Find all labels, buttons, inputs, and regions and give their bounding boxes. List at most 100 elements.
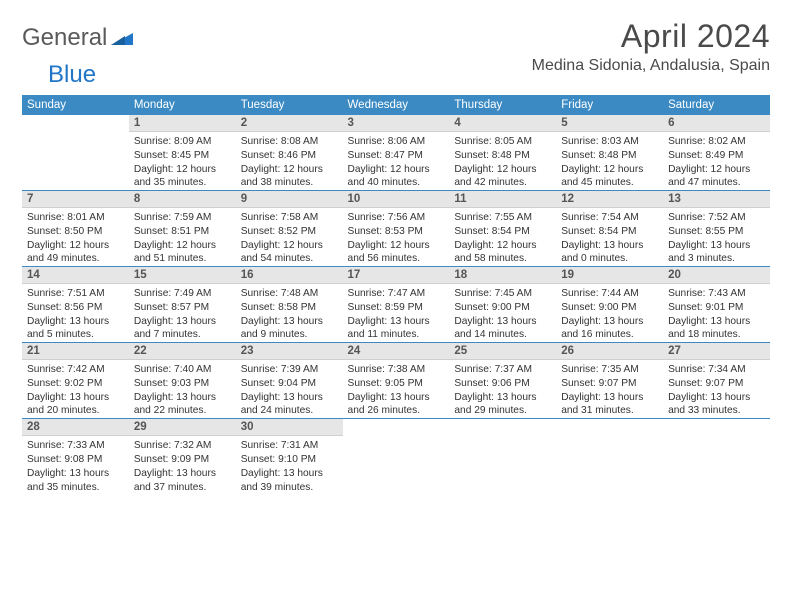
calendar-cell: 21Sunrise: 7:42 AMSunset: 9:02 PMDayligh… [22, 343, 129, 419]
day-info: Sunrise: 7:58 AMSunset: 8:52 PMDaylight:… [236, 208, 343, 266]
calendar-cell: 27Sunrise: 7:34 AMSunset: 9:07 PMDayligh… [663, 343, 770, 419]
calendar-cell: 4Sunrise: 8:05 AMSunset: 8:48 PMDaylight… [449, 115, 556, 191]
day-info: Sunrise: 8:09 AMSunset: 8:45 PMDaylight:… [129, 132, 236, 190]
calendar-cell [343, 419, 450, 495]
calendar-cell: 19Sunrise: 7:44 AMSunset: 9:00 PMDayligh… [556, 267, 663, 343]
calendar-cell: 22Sunrise: 7:40 AMSunset: 9:03 PMDayligh… [129, 343, 236, 419]
calendar-week-row: 1Sunrise: 8:09 AMSunset: 8:45 PMDaylight… [22, 115, 770, 191]
day-info: Sunrise: 7:32 AMSunset: 9:09 PMDaylight:… [129, 436, 236, 494]
day-number: 17 [343, 267, 450, 284]
day-number: 3 [343, 115, 450, 132]
day-number: 14 [22, 267, 129, 284]
day-number: 27 [663, 343, 770, 360]
calendar-cell: 20Sunrise: 7:43 AMSunset: 9:01 PMDayligh… [663, 267, 770, 343]
calendar-week-row: 7Sunrise: 8:01 AMSunset: 8:50 PMDaylight… [22, 191, 770, 267]
day-number: 7 [22, 191, 129, 208]
day-number: 19 [556, 267, 663, 284]
day-number: 30 [236, 419, 343, 436]
day-number: 4 [449, 115, 556, 132]
day-header: Sunday [22, 95, 129, 115]
day-info: Sunrise: 7:51 AMSunset: 8:56 PMDaylight:… [22, 284, 129, 342]
day-info: Sunrise: 7:42 AMSunset: 9:02 PMDaylight:… [22, 360, 129, 418]
day-number: 24 [343, 343, 450, 360]
day-info: Sunrise: 7:35 AMSunset: 9:07 PMDaylight:… [556, 360, 663, 418]
calendar-cell: 29Sunrise: 7:32 AMSunset: 9:09 PMDayligh… [129, 419, 236, 495]
day-number: 22 [129, 343, 236, 360]
day-info: Sunrise: 8:03 AMSunset: 8:48 PMDaylight:… [556, 132, 663, 190]
day-number: 12 [556, 191, 663, 208]
day-header-row: Sunday Monday Tuesday Wednesday Thursday… [22, 95, 770, 115]
day-info: Sunrise: 8:02 AMSunset: 8:49 PMDaylight:… [663, 132, 770, 190]
day-number: 13 [663, 191, 770, 208]
day-info: Sunrise: 7:48 AMSunset: 8:58 PMDaylight:… [236, 284, 343, 342]
calendar-cell: 24Sunrise: 7:38 AMSunset: 9:05 PMDayligh… [343, 343, 450, 419]
day-number: 18 [449, 267, 556, 284]
day-number: 2 [236, 115, 343, 132]
calendar-cell: 13Sunrise: 7:52 AMSunset: 8:55 PMDayligh… [663, 191, 770, 267]
calendar-cell: 10Sunrise: 7:56 AMSunset: 8:53 PMDayligh… [343, 191, 450, 267]
calendar-cell [449, 419, 556, 495]
logo-first: General [22, 24, 107, 52]
day-number: 23 [236, 343, 343, 360]
day-number: 8 [129, 191, 236, 208]
day-info: Sunrise: 7:44 AMSunset: 9:00 PMDaylight:… [556, 284, 663, 342]
day-info: Sunrise: 7:55 AMSunset: 8:54 PMDaylight:… [449, 208, 556, 266]
day-info: Sunrise: 7:49 AMSunset: 8:57 PMDaylight:… [129, 284, 236, 342]
calendar-cell: 6Sunrise: 8:02 AMSunset: 8:49 PMDaylight… [663, 115, 770, 191]
day-number: 5 [556, 115, 663, 132]
day-info: Sunrise: 7:39 AMSunset: 9:04 PMDaylight:… [236, 360, 343, 418]
day-info: Sunrise: 7:47 AMSunset: 8:59 PMDaylight:… [343, 284, 450, 342]
day-info: Sunrise: 7:38 AMSunset: 9:05 PMDaylight:… [343, 360, 450, 418]
calendar-cell: 1Sunrise: 8:09 AMSunset: 8:45 PMDaylight… [129, 115, 236, 191]
calendar-cell [22, 115, 129, 191]
calendar-cell: 15Sunrise: 7:49 AMSunset: 8:57 PMDayligh… [129, 267, 236, 343]
calendar-cell: 23Sunrise: 7:39 AMSunset: 9:04 PMDayligh… [236, 343, 343, 419]
day-info: Sunrise: 7:37 AMSunset: 9:06 PMDaylight:… [449, 360, 556, 418]
day-info: Sunrise: 7:40 AMSunset: 9:03 PMDaylight:… [129, 360, 236, 418]
day-info: Sunrise: 7:31 AMSunset: 9:10 PMDaylight:… [236, 436, 343, 494]
day-number: 28 [22, 419, 129, 436]
day-header: Monday [129, 95, 236, 115]
day-header: Saturday [663, 95, 770, 115]
calendar-cell: 25Sunrise: 7:37 AMSunset: 9:06 PMDayligh… [449, 343, 556, 419]
page-title: April 2024 [532, 18, 770, 55]
day-header: Friday [556, 95, 663, 115]
calendar-cell: 30Sunrise: 7:31 AMSunset: 9:10 PMDayligh… [236, 419, 343, 495]
calendar-cell [663, 419, 770, 495]
calendar-cell: 28Sunrise: 7:33 AMSunset: 9:08 PMDayligh… [22, 419, 129, 495]
calendar-week-row: 21Sunrise: 7:42 AMSunset: 9:02 PMDayligh… [22, 343, 770, 419]
calendar-body: 1Sunrise: 8:09 AMSunset: 8:45 PMDaylight… [22, 115, 770, 494]
day-info: Sunrise: 7:54 AMSunset: 8:54 PMDaylight:… [556, 208, 663, 266]
day-number: 21 [22, 343, 129, 360]
calendar-cell: 17Sunrise: 7:47 AMSunset: 8:59 PMDayligh… [343, 267, 450, 343]
day-number: 10 [343, 191, 450, 208]
day-info: Sunrise: 8:01 AMSunset: 8:50 PMDaylight:… [22, 208, 129, 266]
calendar-cell: 11Sunrise: 7:55 AMSunset: 8:54 PMDayligh… [449, 191, 556, 267]
calendar-cell: 7Sunrise: 8:01 AMSunset: 8:50 PMDaylight… [22, 191, 129, 267]
day-number: 16 [236, 267, 343, 284]
calendar-week-row: 28Sunrise: 7:33 AMSunset: 9:08 PMDayligh… [22, 419, 770, 495]
day-number: 29 [129, 419, 236, 436]
day-number: 15 [129, 267, 236, 284]
calendar-cell: 9Sunrise: 7:58 AMSunset: 8:52 PMDaylight… [236, 191, 343, 267]
logo-second: Blue [48, 61, 96, 88]
day-info: Sunrise: 7:33 AMSunset: 9:08 PMDaylight:… [22, 436, 129, 494]
day-number: 11 [449, 191, 556, 208]
day-info: Sunrise: 7:34 AMSunset: 9:07 PMDaylight:… [663, 360, 770, 418]
day-header: Tuesday [236, 95, 343, 115]
calendar-week-row: 14Sunrise: 7:51 AMSunset: 8:56 PMDayligh… [22, 267, 770, 343]
day-info: Sunrise: 7:52 AMSunset: 8:55 PMDaylight:… [663, 208, 770, 266]
day-info: Sunrise: 7:43 AMSunset: 9:01 PMDaylight:… [663, 284, 770, 342]
calendar-cell [556, 419, 663, 495]
day-info: Sunrise: 8:08 AMSunset: 8:46 PMDaylight:… [236, 132, 343, 190]
day-info: Sunrise: 8:05 AMSunset: 8:48 PMDaylight:… [449, 132, 556, 190]
day-number: 1 [129, 115, 236, 132]
day-number: 6 [663, 115, 770, 132]
day-number: 25 [449, 343, 556, 360]
day-info: Sunrise: 7:56 AMSunset: 8:53 PMDaylight:… [343, 208, 450, 266]
calendar-cell: 14Sunrise: 7:51 AMSunset: 8:56 PMDayligh… [22, 267, 129, 343]
logo: General [22, 24, 137, 52]
calendar-cell: 5Sunrise: 8:03 AMSunset: 8:48 PMDaylight… [556, 115, 663, 191]
day-info: Sunrise: 7:45 AMSunset: 9:00 PMDaylight:… [449, 284, 556, 342]
day-number: 9 [236, 191, 343, 208]
